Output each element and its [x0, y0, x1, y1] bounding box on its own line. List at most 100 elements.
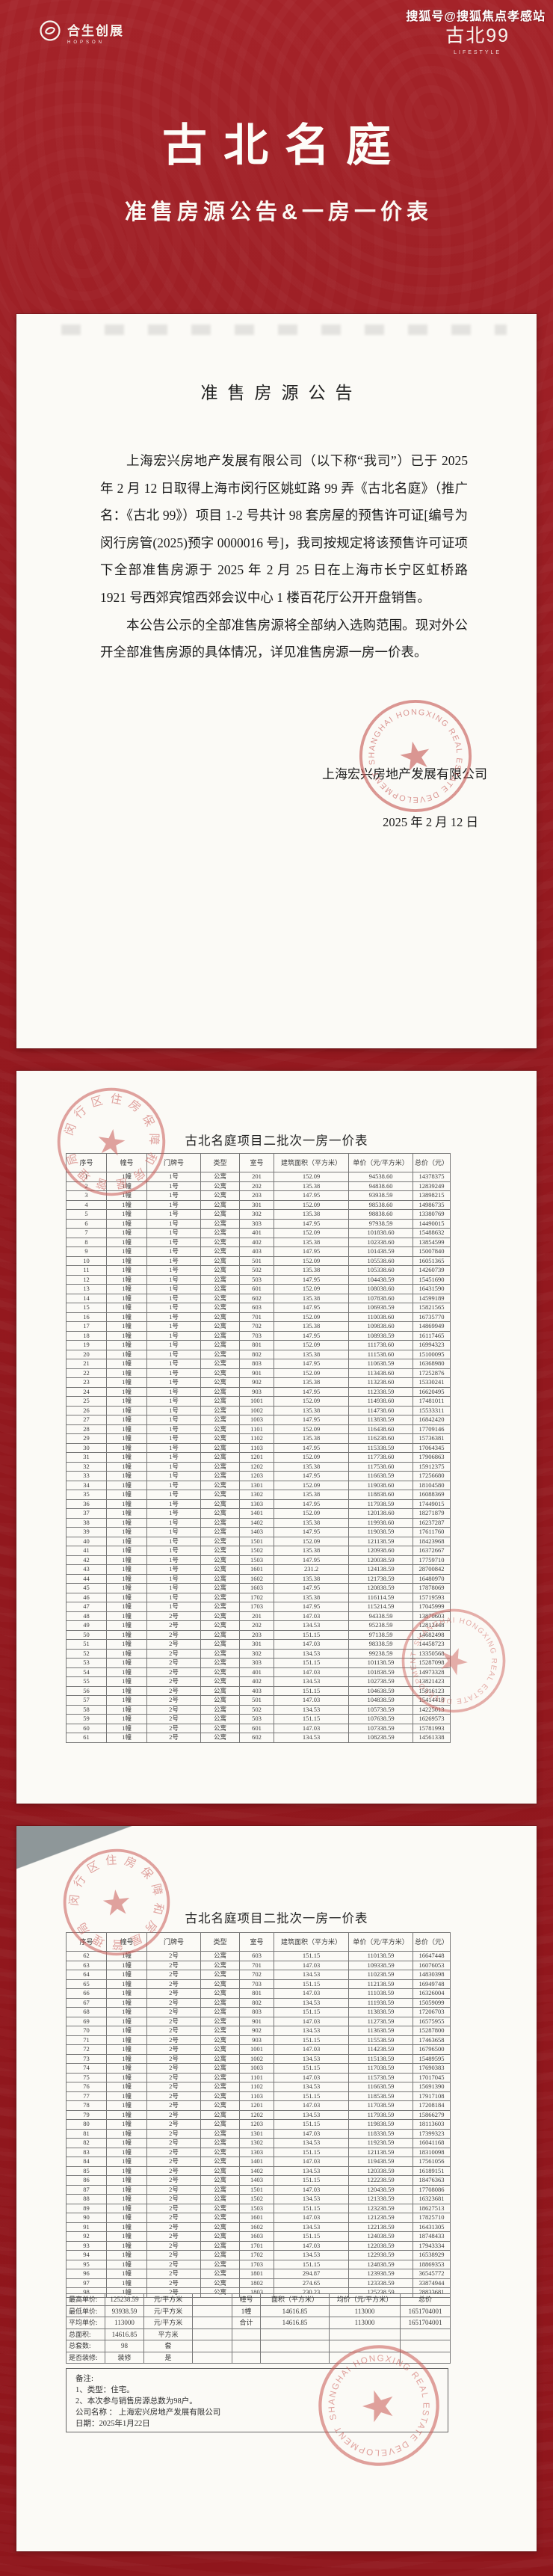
notes-line-1: 1、类型：住宅。 [75, 2386, 135, 2394]
watermark-text: 搜狐号@搜狐焦点孝感站 [406, 10, 546, 23]
column-header: 序号 [66, 1153, 107, 1172]
table-row: 38 1幢 1号 公寓 1402 135.38 119938.60 16237287 [66, 1517, 451, 1528]
table-row: 94 1幢 2号 公寓 1702 134.53 122938.59 16538929 [66, 2250, 451, 2260]
table-row: 65 1幢 2号 公寓 703 151.15 112138.59 16949748 [66, 1979, 451, 1989]
notes-line-2: 2、本次参与销售房源总数为98户。 [75, 2397, 197, 2406]
announcement-paragraph-1: 上海宏兴房地产发展有限公司（以下称“我司”）已于 2025 年 2 月 12 日… [100, 453, 468, 605]
table-row: 71 1幢 2号 公寓 903 151.15 115538.59 17463658 [66, 2035, 451, 2045]
column-header: 室号 [239, 1153, 274, 1172]
table-row: 11 1幢 1号 公寓 502 135.38 105338.60 14260739 [66, 1265, 451, 1276]
table-row: 最低单价: 93938.59 元/平方米 1幢 14616.85 113000 165170… [66, 2305, 451, 2317]
table-row: 77 1幢 2号 公寓 1103 151.15 118538.59 17917108 [66, 2091, 451, 2101]
table-row: 10 1幢 1号 公寓 501 152.09 105538.60 16051365 [66, 1255, 451, 1266]
price-table-1-body: 1 1幢 1号 公寓 201 152.09 94538.60 14378375 2 1幢 1号 公寓 2… [66, 1172, 451, 1743]
table-row: 36 1幢 1号 公寓 1303 147.95 117938.59 17449015 [66, 1498, 451, 1509]
column-header: 单价（元/平方米） [348, 1932, 413, 1952]
table-row: 24 1幢 1号 公寓 903 147.95 112338.59 16620495 [66, 1386, 451, 1397]
poster-subtitle: 准售房源公告&一房一价表 [125, 200, 433, 224]
table-row: 23 1幢 1号 公寓 902 135.38 113238.60 15330241 [66, 1377, 451, 1388]
table-row: 48 1幢 2号 公寓 201 147.03 94338.59 13870603 [66, 1611, 451, 1621]
hopson-logo-cn: 合生创展 [67, 24, 124, 38]
table-row: 43 1幢 1号 公寓 1601 231.2 124138.59 28700842 [66, 1564, 451, 1575]
price-table-title: 古北名庭项目二批次一房一价表 [185, 1134, 368, 1148]
table-row: 14 1幢 1号 公寓 602 135.38 107838.60 14599189 [66, 1293, 451, 1303]
gubei99-logo-sub: LIFESTYLE [454, 50, 502, 55]
hopson-logo: 合生创展 HOPSON [39, 19, 124, 46]
table-row: 5 1幢 1号 公寓 302 135.38 98838.60 13380769 [66, 1209, 451, 1220]
table-row: 75 1幢 2号 公寓 1101 147.03 115738.59 17017045 [66, 2072, 451, 2082]
table-row: 17 1幢 1号 公寓 702 135.38 109838.60 14869949 [66, 1321, 451, 1332]
table-row: 37 1幢 1号 公寓 1401 152.09 120138.60 18271879 [66, 1508, 451, 1519]
table-row: 32 1幢 1号 公寓 1202 135.38 117538.60 15912375 [66, 1461, 451, 1472]
table-row: 81 1幢 2号 公寓 1301 147.03 118338.59 17399323 [66, 2128, 451, 2139]
notes-company-line: 公司名称 ： 上海宏兴房地产发展有限公司 [75, 2409, 221, 2417]
table-row: 最高单价: 125238.59 元/平方米 幢号 面积（平方米） 均价（元/平方米） 总价 [66, 2293, 451, 2306]
hopson-swirl-icon [39, 19, 61, 46]
table-row: 4 1幢 1号 公寓 301 152.09 98538.60 14986735 [66, 1199, 451, 1210]
table-row: 20 1幢 1号 公寓 802 135.38 111538.60 15100095 [66, 1349, 451, 1359]
table-row: 27 1幢 1号 公寓 1003 147.95 113838.59 16842420 [66, 1415, 451, 1425]
table-row: 29 1幢 1号 公寓 1102 135.38 116238.60 15736381 [66, 1433, 451, 1444]
table-row: 86 1幢 2号 公寓 1403 151.15 122238.59 18476363 [66, 2175, 451, 2186]
table-row: 8 1幢 1号 公寓 402 135.38 102338.60 13854599 [66, 1237, 451, 1247]
table-row: 总面积: 14616.85 平方米 [66, 2328, 451, 2340]
announcement-paragraph-2: 本公告公示的全部准售房源将全部纳入选购范围。现对外公开全部准售房源的具体情况，详… [100, 617, 468, 660]
table-row: 42 1幢 1号 公寓 1503 147.95 120038.59 17759710 [66, 1555, 451, 1565]
table-row: 96 1幢 2号 公寓 1801 294.87 123938.59 36545772 [66, 2269, 451, 2279]
price-table-page-2: 闵行区住房保障和房屋管理局 古北名庭项目二批次一房一价表 序号 幢号 门牌号 类型 室号… [16, 1826, 537, 2551]
table-row: 92 1幢 2号 公寓 1603 151.15 124038.59 18748433 [66, 2231, 451, 2242]
gubei99-logo: 古北99 LIFESTYLE [445, 21, 510, 55]
price-table-1: 序号 幢号 门牌号 类型 室号 建筑面积（平方米） 单价（元/平方米） 总价（元） 1 1幢 1号… [66, 1153, 451, 1743]
table-row: 59 1幢 2号 公寓 503 151.15 107638.59 16269573 [66, 1714, 451, 1724]
column-header: 室号 [239, 1932, 274, 1952]
company-name: 上海宏兴房地产发展有限公司 [118, 2409, 221, 2417]
table-row: 1 1幢 1号 公寓 201 152.09 94538.60 14378375 [66, 1172, 451, 1182]
table-row: 76 1幢 2号 公寓 1102 134.53 116638.59 15691390 [66, 2082, 451, 2092]
table-row: 18 1幢 1号 公寓 703 147.95 108938.59 16117465 [66, 1330, 451, 1341]
table-row: 25 1幢 1号 公寓 1001 152.09 114938.60 17481011 [66, 1396, 451, 1407]
table-row: 15 1幢 1号 公寓 603 147.95 106938.59 15821565 [66, 1303, 451, 1313]
table-row: 82 1幢 2号 公寓 1302 134.53 119238.59 16041168 [66, 2138, 451, 2148]
table-row: 22 1幢 1号 公寓 901 152.09 113438.60 17252876 [66, 1368, 451, 1378]
table-row: 53 1幢 2号 公寓 303 151.15 101138.59 15287098 [66, 1658, 451, 1668]
table-row: 是否装修: 装修是 [66, 2351, 451, 2364]
table-row: 89 1幢 2号 公寓 1503 151.15 123238.59 18627513 [66, 2203, 451, 2213]
table-row: 85 1幢 2号 公寓 1402 134.53 120338.59 16189151 [66, 2165, 451, 2176]
hopson-logo-en: HOPSON [67, 40, 105, 45]
column-header: 建筑面积（平方米） [274, 1153, 349, 1172]
table-row: 62 1幢 2号 公寓 603 151.15 110138.59 16647448 [66, 1951, 451, 1961]
table-row: 55 1幢 2号 公寓 402 134.53 102738.59 13821423 [66, 1676, 451, 1687]
price-table-page-1: 闵行区住房保障和房屋管理局 古北名庭项目二批次一房一价表 序号 幢号 门牌号 类型 室号… [16, 1071, 537, 1804]
table-row: 70 1幢 2号 公寓 902 134.53 113638.59 15287800 [66, 2026, 451, 2036]
column-header: 总价（元） [413, 1932, 451, 1952]
scan-corner-artifact [16, 1826, 133, 1869]
announcement-body: 上海宏兴房地产发展有限公司（以下称“我司”）已于 2025 年 2 月 12 日… [100, 447, 468, 666]
table-row: 19 1幢 1号 公寓 801 152.09 111738.60 16994323 [66, 1340, 451, 1350]
table-row: 34 1幢 1号 公寓 1301 152.09 119038.60 18104580 [66, 1480, 451, 1490]
column-header: 门牌号 [146, 1932, 201, 1952]
table-row: 39 1幢 1号 公寓 1403 147.95 119038.59 17611760 [66, 1527, 451, 1537]
table-row: 40 1幢 1号 公寓 1501 152.09 121138.59 18423968 [66, 1536, 451, 1546]
column-header: 序号 [66, 1932, 107, 1952]
summary-table-body: 最高单价: 125238.59 元/平方米 幢号 面积（平方米） 均价（元/平方米） 总价最… [66, 2293, 451, 2364]
price-table-2: 序号 幢号 门牌号 类型 室号 建筑面积（平方米） 单价（元/平方米） 总价（元） 62 1幢 2… [66, 1932, 451, 2298]
poster-title: 古北名庭 [162, 120, 407, 170]
table-row: 7 1幢 1号 公寓 401 152.09 101838.60 15488632 [66, 1228, 451, 1238]
price-table-header: 序号 幢号 门牌号 类型 室号 建筑面积（平方米） 单价（元/平方米） 总价（元） [66, 1153, 451, 1172]
table-row: 88 1幢 2号 公寓 1502 134.53 121338.59 16323681 [66, 2194, 451, 2204]
announcement-date: 2025 年 2 月 12 日 [383, 814, 478, 829]
table-row: 63 1幢 2号 公寓 701 147.03 109338.59 16076053 [66, 1960, 451, 1970]
price-table-2-body: 62 1幢 2号 公寓 603 151.15 110138.59 16647448 63 1幢 2号… [66, 1951, 451, 2298]
table-row: 50 1幢 2号 公寓 203 151.15 97138.59 14682498 [66, 1629, 451, 1640]
table-row: 74 1幢 2号 公寓 1003 151.15 117038.59 17690383 [66, 2063, 451, 2074]
notes-date-line: 日期：2025年1月22日 [75, 2420, 150, 2428]
price-table-title-2: 古北名庭项目二批次一房一价表 [185, 1911, 368, 1925]
table-row: 79 1幢 2号 公寓 1202 134.53 117938.59 15866279 [66, 2109, 451, 2120]
table-row: 87 1幢 2号 公寓 1501 147.03 120438.59 17708086 [66, 2184, 451, 2195]
table-row: 66 1幢 2号 公寓 801 147.03 111038.59 16326004 [66, 1988, 451, 1999]
table-row: 54 1幢 2号 公寓 401 147.03 101838.59 14973328 [66, 1667, 451, 1677]
column-header: 建筑面积（平方米） [274, 1932, 349, 1952]
table-row: 6 1幢 1号 公寓 303 147.95 97938.59 14490015 [66, 1218, 451, 1229]
table-row: 总套数: 98 套 [66, 2340, 451, 2352]
